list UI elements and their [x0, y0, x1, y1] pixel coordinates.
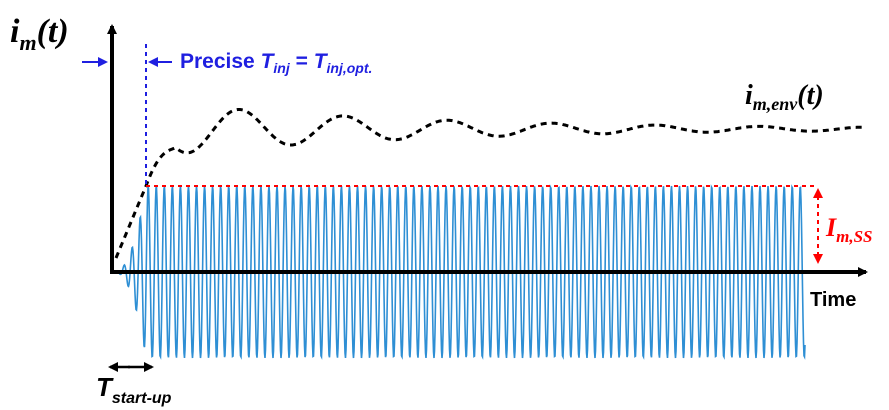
x-axis-label: Time	[810, 289, 856, 311]
amplitude-label: Im,SS	[825, 213, 873, 246]
startup-time-label: Tstart-up	[96, 372, 172, 407]
injection-label: Precise Tinj = Tinj,opt.	[180, 50, 372, 76]
y-axis-label: im(t)	[10, 13, 69, 55]
oscillating-current-waveform	[114, 184, 806, 360]
envelope-curve	[114, 108, 862, 259]
envelope-label: im,env(t)	[745, 80, 824, 114]
